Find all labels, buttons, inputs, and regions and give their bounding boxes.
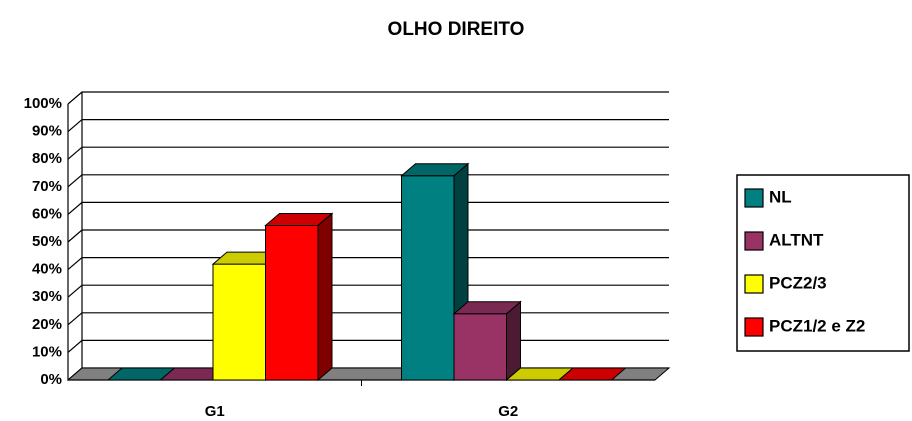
y-tick-label: 20%: [32, 316, 62, 333]
grid-line: [67, 146, 669, 160]
grid-line: [67, 284, 669, 298]
legend-label: PCZ2/3: [769, 273, 827, 292]
y-tick-label: 40%: [32, 261, 62, 278]
legend-swatch: [744, 231, 764, 251]
chart-title: OLHO DIREITO: [388, 19, 525, 40]
legend-label: PCZ1/2 e Z2: [769, 316, 865, 335]
bar: [557, 367, 627, 381]
y-tick-label: 50%: [32, 233, 62, 250]
y-tick-label: 0%: [40, 371, 62, 388]
grid-line: [67, 229, 669, 243]
bar: [264, 212, 334, 382]
bar-side: [506, 300, 521, 382]
legend-label: ALTNT: [769, 230, 824, 249]
y-tick-label: 10%: [32, 343, 62, 360]
bar-side: [317, 212, 333, 382]
grid-line: [67, 174, 669, 188]
grid-line: [67, 257, 669, 271]
grid-line: [67, 339, 669, 353]
bar-front: [265, 224, 319, 381]
x-tick-label: G2: [498, 403, 518, 420]
bar-front: [212, 263, 266, 381]
grid-line: [67, 118, 669, 133]
grid-line: [67, 91, 669, 105]
y-tick-label: 70%: [32, 178, 62, 195]
legend-swatch: [744, 188, 764, 208]
legend-swatch: [744, 274, 764, 294]
y-tick-label: 60%: [32, 205, 62, 222]
grid-line: [67, 201, 669, 215]
legend-swatch: [744, 317, 764, 337]
y-tick-label: 30%: [32, 288, 62, 305]
legend-box: [736, 174, 910, 352]
bar-front: [401, 175, 455, 381]
bar-top: [264, 212, 334, 226]
bar-top: [557, 367, 627, 381]
y-tick-label: 90%: [32, 123, 62, 140]
y-tick-label: 80%: [32, 150, 62, 167]
y-tick-label: 100%: [24, 95, 62, 112]
bar-top: [452, 301, 522, 315]
legend-label: NL: [769, 187, 792, 206]
bar-top: [400, 163, 470, 177]
x-tick-label: G1: [205, 403, 225, 420]
bar: [452, 300, 522, 382]
grid-line: [67, 312, 669, 326]
bar-front: [453, 313, 507, 381]
